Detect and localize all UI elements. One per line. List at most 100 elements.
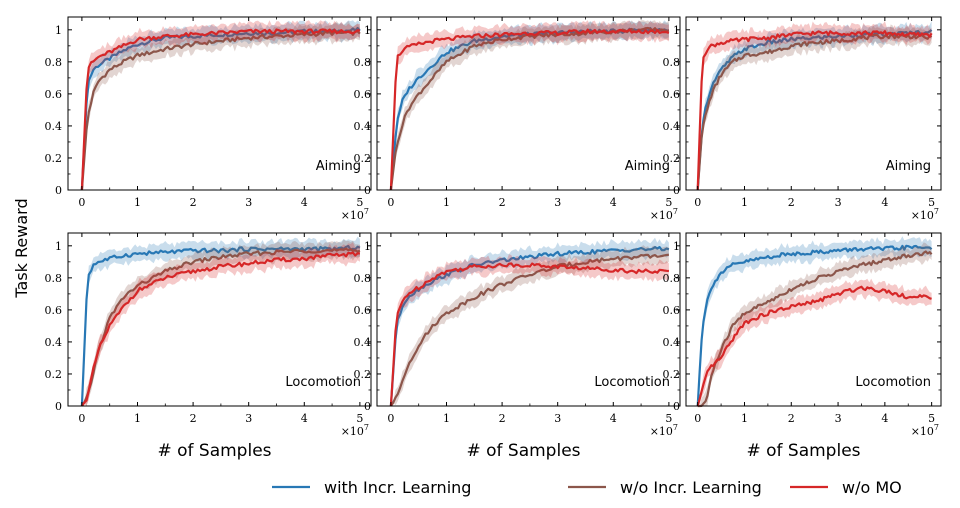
y-tick-label: 0 — [55, 400, 62, 413]
x-tick-label: 3 — [245, 412, 252, 425]
y-tick-label: 0.6 — [354, 88, 372, 101]
panel-annotation: Locomotion — [855, 375, 931, 390]
series-band-3 — [390, 254, 669, 406]
x-tick-label: 1 — [443, 412, 450, 425]
y-tick-label: 0 — [55, 184, 62, 197]
y-tick-label: 0.8 — [354, 56, 372, 69]
x-tick-label: 4 — [610, 196, 617, 209]
x-tick-label: 1 — [741, 412, 748, 425]
series-line-2 — [80, 247, 361, 407]
x-tick-label: 5 — [665, 412, 672, 425]
panel-annotation: Aiming — [625, 159, 670, 174]
x-tick-label: 0 — [387, 196, 394, 209]
x-tick-label: 4 — [301, 196, 308, 209]
x-multiplier: ×107 — [341, 207, 369, 222]
x-multiplier: ×107 — [650, 423, 678, 438]
y-tick-label: 1 — [55, 240, 62, 253]
y-tick-label: 0 — [364, 184, 371, 197]
series-line-1 — [80, 245, 361, 407]
y-tick-label: 0.4 — [663, 336, 681, 349]
series-line-1 — [696, 244, 933, 407]
x-tick-label: 0 — [694, 412, 701, 425]
x-tick-label: 0 — [78, 412, 85, 425]
x-tick-label: 1 — [134, 412, 141, 425]
series-line-3 — [696, 285, 932, 407]
series-band-3 — [697, 278, 932, 406]
panel-annotation: Aiming — [316, 159, 361, 174]
y-tick-label: 0.6 — [45, 304, 63, 317]
y-tick-label: 0.8 — [663, 56, 681, 69]
y-tick-label: 0.2 — [354, 152, 372, 165]
y-tick-label: 0.2 — [45, 368, 63, 381]
series-line-2 — [389, 26, 670, 191]
plot-frame — [685, 16, 942, 191]
y-tick-label: 0 — [673, 400, 680, 413]
panel-annotation: Aiming — [886, 159, 931, 174]
series-band-2 — [81, 20, 360, 190]
plot-frame — [67, 16, 372, 191]
series-band-1 — [697, 20, 932, 191]
y-tick-label: 1 — [364, 240, 371, 253]
y-tick-label: 0 — [364, 400, 371, 413]
x-multiplier-base: ×10 — [341, 425, 364, 438]
series-band-3 — [390, 20, 669, 191]
series-line-3 — [389, 262, 669, 407]
y-tick-label: 0.6 — [354, 304, 372, 317]
x-multiplier-base: ×10 — [341, 209, 364, 222]
series-band-2 — [81, 239, 360, 406]
x-multiplier: ×107 — [341, 423, 369, 438]
y-tick-label: 0.8 — [45, 56, 63, 69]
series-band-3 — [81, 20, 360, 191]
x-multiplier-base: ×10 — [911, 209, 934, 222]
y-axis-label: Task Reward — [12, 198, 31, 298]
y-tick-label: 1 — [55, 24, 62, 37]
y-tick-label: 0.4 — [663, 120, 681, 133]
x-tick-label: 4 — [881, 412, 888, 425]
legend: with Incr. Learning w/o Incr. Learning w/o… — [272, 478, 902, 497]
y-tick-label: 0.8 — [45, 272, 63, 285]
x-tick-label: 3 — [554, 412, 561, 425]
legend-item-2: w/o Incr. Learning — [568, 478, 762, 497]
series-band-3 — [697, 21, 932, 190]
x-tick-label: 3 — [554, 196, 561, 209]
series-band-1 — [390, 20, 669, 191]
legend-item-1: with Incr. Learning — [272, 478, 471, 497]
series-line-1 — [696, 29, 933, 191]
series-band-2 — [390, 245, 669, 406]
x-tick-label: 3 — [835, 412, 842, 425]
series-line-2 — [696, 33, 933, 191]
x-tick-label: 5 — [665, 196, 672, 209]
y-tick-label: 1 — [364, 24, 371, 37]
x-tick-label: 2 — [190, 412, 197, 425]
series-line-3 — [696, 30, 933, 191]
y-tick-label: 0.6 — [663, 88, 681, 101]
x-tick-label: 3 — [835, 196, 842, 209]
y-tick-label: 0.4 — [45, 120, 63, 133]
legend-label: with Incr. Learning — [324, 478, 471, 497]
y-tick-label: 1 — [673, 240, 680, 253]
x-tick-label: 2 — [190, 196, 197, 209]
y-tick-label: 0 — [673, 184, 680, 197]
plot-frame — [376, 232, 681, 407]
x-multiplier-exponent: 7 — [934, 207, 939, 216]
series-band-2 — [390, 20, 669, 191]
y-tick-label: 0.2 — [45, 152, 63, 165]
series-band-2 — [697, 24, 932, 191]
x-multiplier-exponent: 7 — [673, 423, 678, 432]
y-tick-label: 1 — [673, 24, 680, 37]
x-tick-label: 5 — [356, 412, 363, 425]
plot-frame — [685, 232, 942, 407]
x-tick-label: 4 — [881, 196, 888, 209]
chart-panel-1: 0 0.2 0.4 0.6 0.8 1 0 1 2 3 4 5 Aiming ×107 — [45, 16, 372, 222]
panel-annotation: Locomotion — [594, 375, 670, 390]
series-line-3 — [389, 28, 670, 191]
y-tick-label: 0.6 — [45, 88, 63, 101]
x-tick-label: 1 — [134, 196, 141, 209]
y-tick-label: 0.8 — [354, 272, 372, 285]
x-tick-label: 4 — [610, 412, 617, 425]
plot-frame — [376, 16, 681, 191]
x-tick-label: 2 — [499, 196, 506, 209]
